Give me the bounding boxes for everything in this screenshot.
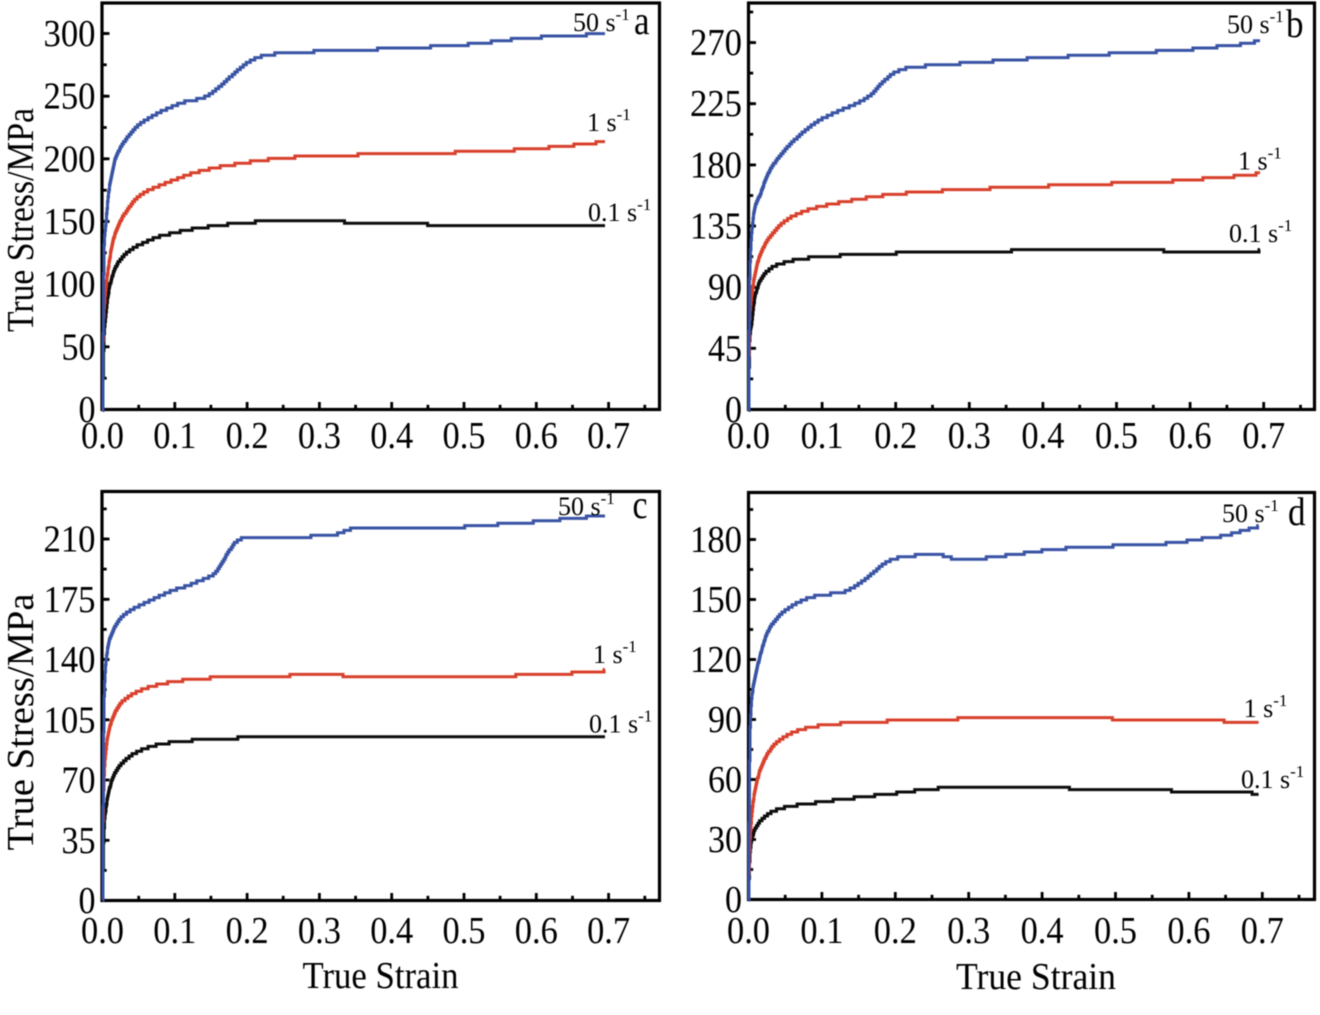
svg-text:0: 0: [725, 879, 742, 921]
svg-text:200: 200: [44, 138, 96, 180]
svg-text:250: 250: [44, 76, 96, 118]
svg-text:0.3: 0.3: [947, 910, 990, 952]
svg-text:0.4: 0.4: [370, 910, 413, 952]
svg-text:0.2: 0.2: [226, 910, 269, 952]
svg-text:175: 175: [44, 579, 96, 621]
svg-text:True Stress/MPa: True Stress/MPa: [0, 593, 42, 850]
svg-text:0.5: 0.5: [1095, 415, 1138, 457]
svg-text:c: c: [633, 482, 648, 527]
svg-text:0.1: 0.1: [153, 415, 196, 457]
svg-text:True Stress/MPa: True Stress/MPa: [0, 108, 42, 332]
svg-text:0.1: 0.1: [153, 910, 196, 952]
svg-text:0.1 s-1: 0.1 s-1: [588, 195, 651, 227]
svg-text:135: 135: [690, 206, 742, 248]
svg-text:270: 270: [690, 22, 742, 64]
svg-text:150: 150: [44, 201, 96, 243]
svg-text:0.7: 0.7: [1242, 415, 1285, 457]
svg-text:225: 225: [690, 83, 742, 125]
svg-text:180: 180: [690, 144, 742, 186]
svg-text:d: d: [1288, 489, 1306, 534]
svg-text:0.6: 0.6: [1169, 415, 1212, 457]
svg-text:0.1: 0.1: [801, 415, 844, 457]
svg-text:0.7: 0.7: [587, 910, 630, 952]
svg-text:0.0: 0.0: [81, 415, 124, 457]
svg-text:True Strain: True Strain: [956, 956, 1116, 998]
svg-text:0.0: 0.0: [727, 415, 770, 457]
svg-text:0.3: 0.3: [298, 415, 341, 457]
svg-text:0: 0: [725, 389, 742, 431]
svg-text:70: 70: [62, 760, 96, 802]
svg-text:0.6: 0.6: [515, 415, 558, 457]
svg-text:140: 140: [44, 639, 96, 681]
svg-text:0.4: 0.4: [1021, 415, 1064, 457]
svg-text:100: 100: [44, 264, 96, 306]
svg-text:b: b: [1286, 1, 1304, 46]
svg-text:150: 150: [690, 579, 742, 621]
svg-text:0.1: 0.1: [800, 910, 843, 952]
svg-text:300: 300: [44, 13, 96, 55]
svg-text:30: 30: [708, 819, 742, 861]
svg-text:0.6: 0.6: [515, 910, 558, 952]
svg-text:90: 90: [708, 267, 742, 309]
svg-text:0.7: 0.7: [1241, 910, 1284, 952]
svg-text:90: 90: [708, 699, 742, 741]
svg-text:0.7: 0.7: [587, 415, 630, 457]
svg-text:0.0: 0.0: [727, 910, 770, 952]
svg-text:0.6: 0.6: [1167, 910, 1210, 952]
svg-text:0.4: 0.4: [1021, 910, 1064, 952]
svg-text:45: 45: [708, 328, 742, 370]
svg-text:0: 0: [79, 389, 96, 431]
svg-text:True Strain: True Strain: [303, 955, 459, 997]
svg-text:35: 35: [62, 820, 96, 862]
svg-text:0.5: 0.5: [443, 910, 486, 952]
svg-text:0.5: 0.5: [443, 415, 486, 457]
svg-text:105: 105: [44, 699, 96, 741]
svg-text:0.2: 0.2: [874, 415, 917, 457]
svg-text:120: 120: [690, 639, 742, 681]
svg-text:a: a: [634, 0, 650, 43]
svg-text:0.4: 0.4: [370, 415, 413, 457]
svg-text:50: 50: [62, 326, 96, 368]
svg-text:0.2: 0.2: [874, 910, 917, 952]
svg-text:0.2: 0.2: [226, 415, 269, 457]
svg-text:0.3: 0.3: [948, 415, 991, 457]
svg-text:60: 60: [708, 759, 742, 801]
svg-text:0.3: 0.3: [298, 910, 341, 952]
svg-text:0.5: 0.5: [1094, 910, 1137, 952]
svg-text:0.0: 0.0: [81, 910, 124, 952]
svg-text:50 s-1: 50 s-1: [1222, 496, 1279, 528]
svg-text:0: 0: [79, 880, 96, 922]
svg-text:210: 210: [44, 519, 96, 561]
svg-text:180: 180: [690, 519, 742, 561]
